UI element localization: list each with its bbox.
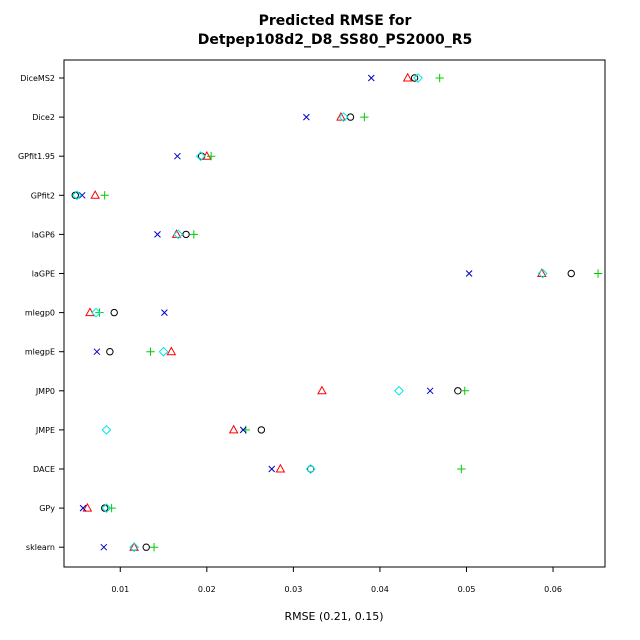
y-tick-label: laGPE — [32, 270, 55, 279]
y-tick-label: DACE — [33, 465, 55, 474]
point-circle-JMP0 — [454, 387, 462, 395]
point-x-JMP0 — [426, 387, 434, 395]
chart-title-line-1: Predicted RMSE for — [259, 13, 412, 29]
point-plus-mlegpE — [146, 347, 155, 356]
point-x-sklearn — [100, 543, 108, 551]
point-circle-mlegp0 — [110, 308, 118, 317]
point-x-mlegpE — [93, 348, 101, 356]
point-diamond-mlegpE — [158, 346, 169, 357]
point-plus-laGPE — [593, 269, 603, 278]
point-plus-GPfit1.95 — [206, 152, 216, 161]
y-tick-label: laGP6 — [32, 230, 55, 239]
point-circle-laGPE — [567, 269, 575, 278]
point-diamond-GPfit1.95 — [195, 151, 206, 162]
point-plus-JMP0 — [460, 386, 469, 395]
point-triangle-DiceMS2 — [402, 72, 413, 82]
point-diamond-JMPE — [101, 424, 112, 435]
point-diamond-laGPE — [537, 268, 548, 279]
y-tick-label: Dice2 — [32, 113, 55, 122]
point-triangle-mlegpE — [166, 346, 177, 356]
point-x-DACE — [268, 465, 276, 473]
point-plus-mlegp0 — [95, 308, 104, 317]
point-triangle-DACE — [275, 463, 286, 473]
y-tick-label: GPfit2 — [31, 191, 55, 200]
point-diamond-JMP0 — [394, 385, 404, 396]
point-x-GPy — [79, 504, 87, 512]
point-x-DiceMS2 — [367, 74, 375, 82]
point-diamond-GPfit2 — [72, 190, 82, 201]
point-diamond-DACE — [305, 464, 316, 474]
point-circle-laGP6 — [182, 230, 190, 239]
point-diamond-DiceMS2 — [413, 73, 423, 83]
x-axis-title: RMSE (0.21, 0.15) — [284, 610, 383, 623]
point-plus-DiceMS2 — [435, 73, 444, 83]
point-plus-DACE — [457, 464, 466, 474]
point-x-laGP6 — [154, 231, 161, 238]
x-tick-label: 0.06 — [544, 585, 562, 594]
point-diamond-sklearn — [129, 542, 140, 553]
point-x-mlegp0 — [161, 309, 168, 316]
y-tick-label: JMP0 — [35, 387, 55, 396]
y-tick-label: DiceMS2 — [20, 74, 55, 83]
point-triangle-GPy — [82, 502, 93, 512]
y-tick-label: JMPE — [35, 426, 55, 435]
point-circle-DACE — [306, 465, 315, 473]
y-tick-label: GPfit1.95 — [18, 152, 55, 161]
x-tick-label: 0.01 — [111, 585, 129, 594]
point-x-JMPE — [239, 426, 247, 434]
point-circle-DiceMS2 — [410, 74, 419, 82]
x-axis: 0.01 0.02 0.03 0.04 0.05 0.06 — [111, 567, 562, 594]
y-tick-label: sklearn — [26, 543, 55, 552]
point-plus-GPy — [107, 503, 116, 513]
point-circle-JMPE — [257, 426, 266, 434]
x-tick-label: 0.03 — [284, 585, 302, 594]
point-circle-mlegpE — [106, 348, 114, 356]
y-axis: DiceMS2 Dice2 GPfit1.95 GPfit2 laGP6 laGPE mle… — [18, 74, 64, 552]
point-triangle-GPfit2 — [90, 190, 101, 199]
point-diamond-GPy — [101, 503, 112, 514]
point-circle-sklearn — [142, 543, 150, 551]
point-triangle-JMPE — [228, 424, 239, 434]
point-triangle-Dice2 — [336, 111, 346, 121]
data-points — [71, 72, 603, 553]
point-x-GPfit2 — [78, 191, 86, 199]
point-triangle-sklearn — [129, 541, 139, 551]
point-plus-GPfit2 — [100, 191, 109, 200]
x-tick-label: 0.05 — [458, 585, 476, 594]
point-triangle-JMP0 — [317, 385, 327, 395]
point-diamond-mlegp0 — [91, 307, 101, 318]
point-x-Dice2 — [303, 113, 310, 121]
point-plus-laGP6 — [189, 230, 199, 239]
point-plus-Dice2 — [360, 112, 369, 122]
chart-title-line-2: Detpep108d2_D8_SS80_PS2000_R5 — [198, 32, 473, 48]
y-tick-label: GPy — [39, 504, 55, 513]
point-diamond-laGP6 — [173, 229, 184, 240]
y-tick-label: mlegp0 — [25, 309, 55, 318]
point-x-GPfit1.95 — [174, 152, 181, 160]
plot-frame — [63, 59, 606, 568]
point-circle-GPfit2 — [71, 191, 79, 200]
y-tick-label: mlegpE — [25, 348, 55, 357]
point-x-laGPE — [465, 270, 473, 277]
point-plus-sklearn — [149, 543, 159, 552]
x-tick-label: 0.04 — [371, 585, 389, 594]
x-tick-label: 0.02 — [198, 585, 216, 594]
point-diamond-Dice2 — [338, 112, 349, 123]
